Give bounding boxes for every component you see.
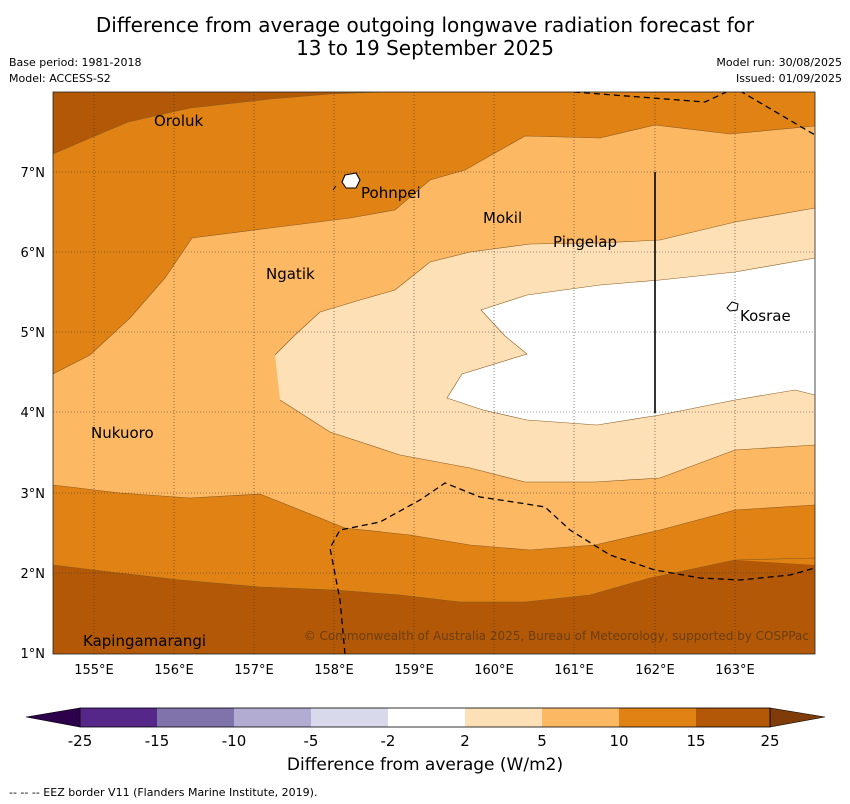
colorbar-tick: 5 bbox=[537, 732, 547, 750]
lon-labels: 155°E 156°E 157°E 158°E 159°E 160°E 161°… bbox=[74, 663, 755, 678]
lon-label: 157°E bbox=[234, 663, 274, 678]
lat-label: 1°N bbox=[21, 647, 46, 662]
contour-fill bbox=[53, 92, 815, 654]
meta-left: Base period: 1981-2018 Model: ACCESS-S2 bbox=[9, 55, 141, 87]
colorbar-tick: -15 bbox=[145, 732, 170, 750]
colorbar-tick: 15 bbox=[686, 732, 705, 750]
colorbar-segment bbox=[80, 708, 157, 727]
colorbar: -25 -15 -10 -5 -2 2 5 10 15 25 bbox=[25, 707, 826, 750]
lon-label: 161°E bbox=[554, 663, 594, 678]
lat-label: 2°N bbox=[21, 567, 46, 582]
pohnpei-island bbox=[341, 172, 361, 189]
lat-label: 7°N bbox=[21, 166, 46, 181]
colorbar-tick: 25 bbox=[760, 732, 779, 750]
place-oroluk: Oroluk bbox=[154, 112, 203, 130]
lon-label: 160°E bbox=[474, 663, 514, 678]
colorbar-segment bbox=[234, 708, 311, 727]
colorbar-segment bbox=[311, 708, 388, 727]
lon-label: 159°E bbox=[394, 663, 434, 678]
lon-label: 155°E bbox=[74, 663, 114, 678]
graticule bbox=[53, 92, 815, 654]
colorbar-tick: 10 bbox=[609, 732, 628, 750]
eez-legend-note: -- -- -- EEZ border V11 (Flanders Marine… bbox=[9, 786, 318, 799]
colorbar-tick: -2 bbox=[381, 732, 396, 750]
colorbar-tick: 2 bbox=[460, 732, 470, 750]
band-minus2-2 bbox=[447, 258, 815, 425]
colorbar-segment bbox=[542, 708, 619, 727]
lat-labels: 7°N 6°N 5°N 4°N 3°N 2°N 1°N bbox=[21, 166, 46, 662]
colorbar-segment bbox=[465, 708, 542, 727]
base-period: Base period: 1981-2018 bbox=[9, 56, 142, 69]
colorbar-tick: -10 bbox=[222, 732, 247, 750]
colorbar-segment bbox=[157, 708, 234, 727]
place-pingelap: Pingelap bbox=[553, 233, 617, 251]
lon-label: 163°E bbox=[715, 663, 755, 678]
place-nukuoro: Nukuoro bbox=[91, 424, 154, 442]
colorbar-segment bbox=[696, 708, 770, 727]
page-title: Difference from average outgoing longwav… bbox=[0, 14, 850, 60]
lat-label: 3°N bbox=[21, 487, 46, 502]
island-mark bbox=[332, 185, 337, 191]
title-line-1: Difference from average outgoing longwav… bbox=[95, 13, 755, 37]
colorbar-frame bbox=[79, 707, 771, 728]
model-run: Model run: 30/08/2025 bbox=[716, 56, 842, 69]
lat-label: 4°N bbox=[21, 406, 46, 421]
meta-right: Model run: 30/08/2025 Issued: 01/09/2025 bbox=[716, 55, 842, 87]
colorbar-tick: -25 bbox=[68, 732, 93, 750]
lat-label: 5°N bbox=[21, 326, 46, 341]
eez-borders bbox=[329, 92, 815, 654]
plot-frame bbox=[52, 91, 816, 655]
colorbar-ticks: -25 -15 -10 -5 -2 2 5 10 15 25 bbox=[68, 732, 780, 750]
model-name: Model: ACCESS-S2 bbox=[9, 72, 111, 85]
place-pohnpei: Pohnpei bbox=[361, 184, 421, 202]
place-kapingamarangi: Kapingamarangi bbox=[83, 632, 206, 650]
colorbar-segment bbox=[619, 708, 696, 727]
lon-label: 156°E bbox=[154, 663, 194, 678]
lat-label: 6°N bbox=[21, 246, 46, 261]
colorbar-tick: -5 bbox=[304, 732, 319, 750]
place-mokil: Mokil bbox=[483, 209, 522, 227]
place-kosrae: Kosrae bbox=[740, 307, 791, 325]
contour-lines bbox=[53, 92, 815, 603]
copyright-text: © Commonwealth of Australia 2025, Bureau… bbox=[304, 629, 809, 643]
colorbar-over-arrow bbox=[769, 707, 826, 728]
lon-label: 162°E bbox=[635, 663, 675, 678]
title-line-2: 13 to 19 September 2025 bbox=[296, 36, 554, 60]
lon-label: 158°E bbox=[314, 663, 354, 678]
colorbar-segment bbox=[388, 708, 465, 727]
place-labels: Oroluk Pohnpei Mokil Pingelap Ngatik Kos… bbox=[83, 112, 791, 650]
colorbar-title: Difference from average (W/m2) bbox=[286, 755, 564, 775]
place-ngatik: Ngatik bbox=[266, 265, 315, 283]
kosrae-island bbox=[726, 301, 739, 312]
colorbar-under-arrow bbox=[25, 707, 81, 728]
issued-date: Issued: 01/09/2025 bbox=[735, 72, 842, 85]
